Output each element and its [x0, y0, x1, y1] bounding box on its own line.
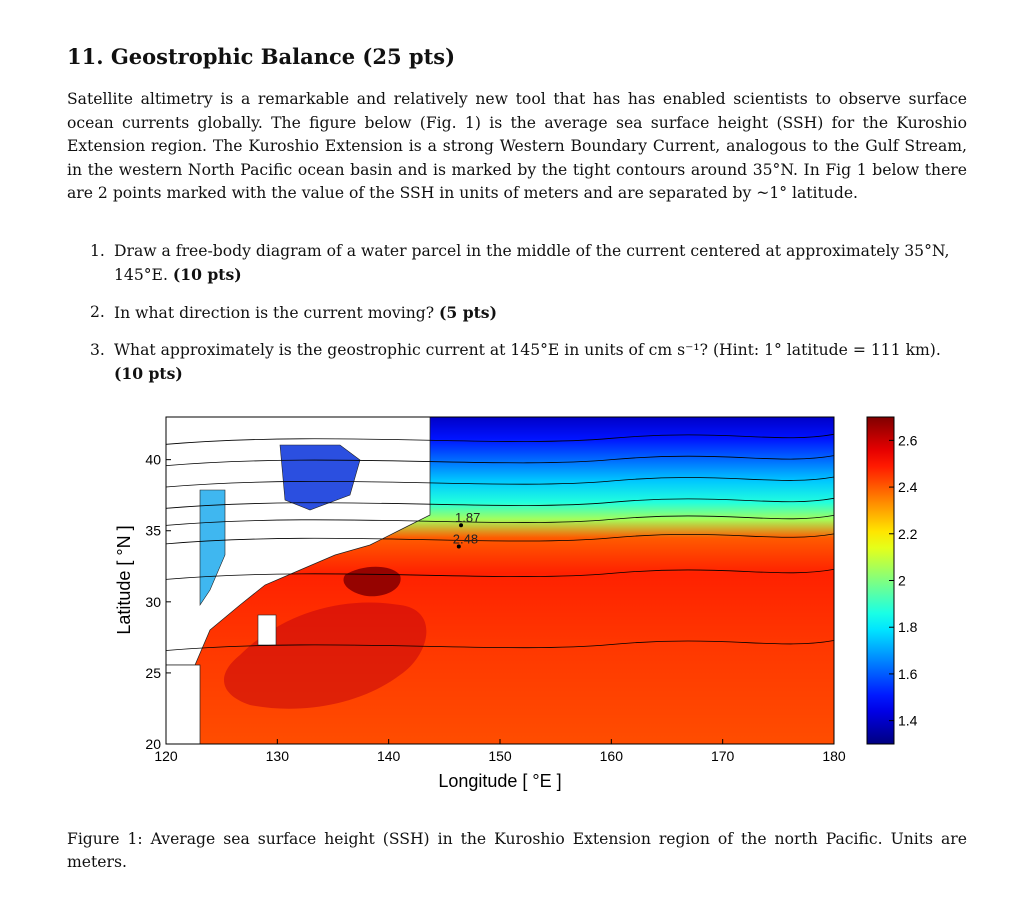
x-tick-label: 130 — [266, 748, 290, 764]
land-island — [257, 614, 277, 646]
ssh-contour — [166, 497, 834, 509]
colorbar-tick-label: 1.6 — [898, 666, 918, 682]
ssh-point-label: 2.48 — [453, 532, 478, 547]
question-text: Draw a free-body diagram of a water parc… — [114, 242, 950, 284]
question-text: What approximately is the geostrophic cu… — [114, 341, 941, 359]
ssh-contour — [166, 568, 834, 580]
problem-paragraph: Satellite altimetry is a remarkable and … — [67, 90, 967, 203]
colorbar-tick-label: 2 — [898, 573, 906, 589]
question-list: 1. Draw a free-body diagram of a water p… — [90, 240, 970, 400]
colorbar-tick-label: 2.2 — [898, 526, 918, 542]
ssh-point-marker — [459, 523, 464, 528]
ssh-contour — [166, 455, 834, 467]
ssh-contour — [166, 533, 834, 545]
ssh-figure: 120 130 140 150 160 170 180 20 25 30 35 40 1.87 2.4… — [100, 405, 960, 805]
colorbar-tick-label: 2.6 — [898, 432, 918, 448]
x-tick-label: 170 — [711, 748, 735, 764]
question-points: (10 pts) — [114, 364, 183, 383]
figure-caption: Figure 1: Average sea surface height (SS… — [67, 830, 967, 871]
ssh-point-label: 1.87 — [455, 510, 480, 525]
land-asia-coast — [166, 664, 201, 744]
x-tick-label: 150 — [488, 748, 512, 764]
ssh-map-chart: 120 130 140 150 160 170 180 20 25 30 35 40 1.87 2.4… — [114, 416, 918, 791]
x-tick-label: 180 — [822, 748, 846, 764]
problem-heading: 11. Geostrophic Balance (25 pts) — [67, 44, 456, 69]
ssh-point-marker — [456, 544, 461, 549]
question-number: 2. — [90, 303, 105, 321]
question-points: (5 pts) — [439, 303, 497, 322]
question-item: 2. In what direction is the current movi… — [90, 301, 970, 325]
y-tick-label: 30 — [145, 594, 161, 610]
y-tick-label: 25 — [145, 665, 161, 681]
x-axis-label: Longitude [ °E ] — [438, 771, 561, 791]
x-tick-label: 120 — [154, 748, 178, 764]
ssh-contour — [166, 476, 834, 488]
x-tick-label: 160 — [600, 748, 624, 764]
question-item: 1. Draw a free-body diagram of a water p… — [90, 240, 970, 287]
sea-of-japan — [279, 444, 361, 511]
question-number: 1. — [90, 242, 105, 260]
question-points: (10 pts) — [172, 265, 242, 284]
colorbar-tick-label: 1.4 — [898, 713, 918, 729]
y-tick-label: 20 — [145, 736, 161, 752]
question-text: In what direction is the current moving? — [114, 304, 440, 322]
ssh-contour — [166, 514, 834, 526]
question-item: 3. What approximately is the geostrophic… — [90, 339, 970, 386]
ssh-contour — [166, 640, 834, 651]
y-axis-label: Latitude [ °N ] — [114, 525, 134, 634]
ssh-contour — [166, 433, 834, 445]
colorbar-tick-label: 2.4 — [898, 479, 918, 495]
colorbar-tick-label: 1.8 — [898, 619, 918, 635]
y-tick-label: 40 — [145, 452, 161, 468]
question-number: 3. — [90, 341, 105, 359]
x-tick-label: 140 — [377, 748, 401, 764]
y-tick-label: 35 — [145, 523, 161, 539]
